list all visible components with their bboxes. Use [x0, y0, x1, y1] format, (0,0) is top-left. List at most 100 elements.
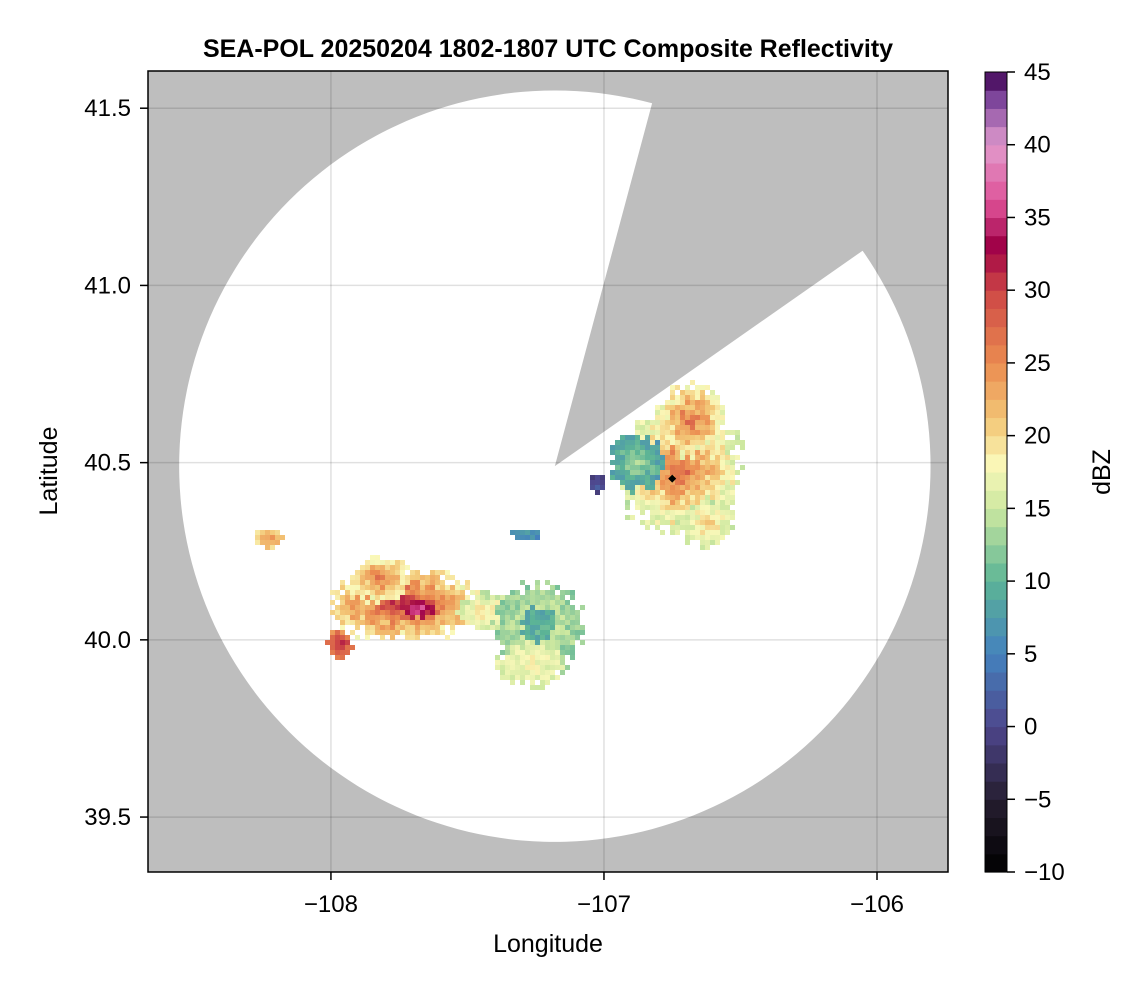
echo-pixel: [675, 500, 680, 505]
echo-pixel: [435, 585, 440, 590]
echo-pixel: [500, 610, 505, 615]
echo-pixel: [720, 410, 725, 415]
echo-pixel: [390, 630, 395, 635]
echo-pixel: [430, 600, 435, 605]
echo-pixel: [410, 630, 415, 635]
echo-pixel: [675, 475, 680, 480]
echo-pixel: [370, 575, 375, 580]
echo-pixel: [505, 605, 510, 610]
echo-pixel: [500, 635, 505, 640]
echo-pixel: [405, 585, 410, 590]
echo-pixel: [685, 500, 690, 505]
echo-pixel: [725, 495, 730, 500]
echo-pixel: [650, 490, 655, 495]
echo-pixel: [330, 630, 335, 635]
echo-pixel: [640, 505, 645, 510]
echo-pixel: [540, 620, 545, 625]
echo-pixel: [525, 645, 530, 650]
echo-pixel: [655, 475, 660, 480]
echo-pixel: [705, 485, 710, 490]
colorbar-bin: [985, 326, 1007, 346]
echo-pixel: [370, 560, 375, 565]
echo-pixel: [265, 540, 270, 545]
echo-pixel: [260, 540, 265, 545]
echo-pixel: [695, 405, 700, 410]
echo-pixel: [330, 590, 335, 595]
echo-pixel: [635, 425, 640, 430]
echo-pixel: [640, 420, 645, 425]
echo-pixel: [525, 640, 530, 645]
echo-pixel: [575, 610, 580, 615]
echo-pixel: [340, 635, 345, 640]
echo-pixel: [445, 635, 450, 640]
echo-pixel: [700, 395, 705, 400]
echo-pixel: [675, 405, 680, 410]
echo-pixel: [525, 600, 530, 605]
echo-pixel: [545, 665, 550, 670]
echo-pixel: [380, 615, 385, 620]
echo-pixel: [495, 620, 500, 625]
echo-pixel: [675, 420, 680, 425]
echo-pixel: [645, 520, 650, 525]
echo-pixel: [345, 645, 350, 650]
echo-pixel: [635, 465, 640, 470]
echo-pixel: [435, 610, 440, 615]
echo-pixel: [685, 530, 690, 535]
echo-pixel: [490, 615, 495, 620]
echo-pixel: [395, 565, 400, 570]
echo-pixel: [530, 620, 535, 625]
echo-pixel: [685, 405, 690, 410]
echo-pixel: [565, 650, 570, 655]
echo-pixel: [705, 430, 710, 435]
echo-pixel: [645, 485, 650, 490]
echo-pixel: [450, 625, 455, 630]
echo-pixel: [655, 440, 660, 445]
echo-pixel: [390, 605, 395, 610]
echo-pixel: [360, 610, 365, 615]
echo-pixel: [370, 625, 375, 630]
echo-pixel: [550, 655, 555, 660]
echo-pixel: [395, 625, 400, 630]
echo-pixel: [680, 410, 685, 415]
echo-pixel: [445, 610, 450, 615]
echo-pixel: [380, 565, 385, 570]
echo-pixel: [735, 455, 740, 460]
echo-pixel: [685, 525, 690, 530]
echo-pixel: [705, 510, 710, 515]
echo-pixel: [410, 605, 415, 610]
echo-pixel: [690, 445, 695, 450]
echo-pixel: [340, 595, 345, 600]
echo-pixel: [675, 385, 680, 390]
echo-pixel: [630, 465, 635, 470]
echo-pixel: [590, 480, 595, 485]
echo-pixel: [680, 425, 685, 430]
echo-pixel: [475, 615, 480, 620]
echo-pixel: [405, 635, 410, 640]
echo-pixel: [660, 410, 665, 415]
echo-pixel: [735, 480, 740, 485]
echo-pixel: [415, 615, 420, 620]
echo-pixel: [655, 460, 660, 465]
echo-pixel: [695, 445, 700, 450]
echo-pixel: [690, 415, 695, 420]
colorbar-bin: [985, 308, 1007, 328]
echo-pixel: [365, 585, 370, 590]
echo-pixel: [675, 440, 680, 445]
colorbar-bin: [985, 508, 1007, 528]
echo-pixel: [530, 680, 535, 685]
echo-pixel: [340, 620, 345, 625]
echo-pixel: [540, 630, 545, 635]
echo-pixel: [545, 620, 550, 625]
echo-pixel: [705, 475, 710, 480]
echo-pixel: [525, 605, 530, 610]
echo-pixel: [645, 470, 650, 475]
echo-pixel: [495, 665, 500, 670]
echo-pixel: [725, 485, 730, 490]
echo-pixel: [690, 500, 695, 505]
echo-pixel: [725, 460, 730, 465]
echo-pixel: [715, 525, 720, 530]
echo-pixel: [525, 675, 530, 680]
echo-pixel: [485, 620, 490, 625]
echo-pixel: [715, 490, 720, 495]
echo-pixel: [485, 605, 490, 610]
